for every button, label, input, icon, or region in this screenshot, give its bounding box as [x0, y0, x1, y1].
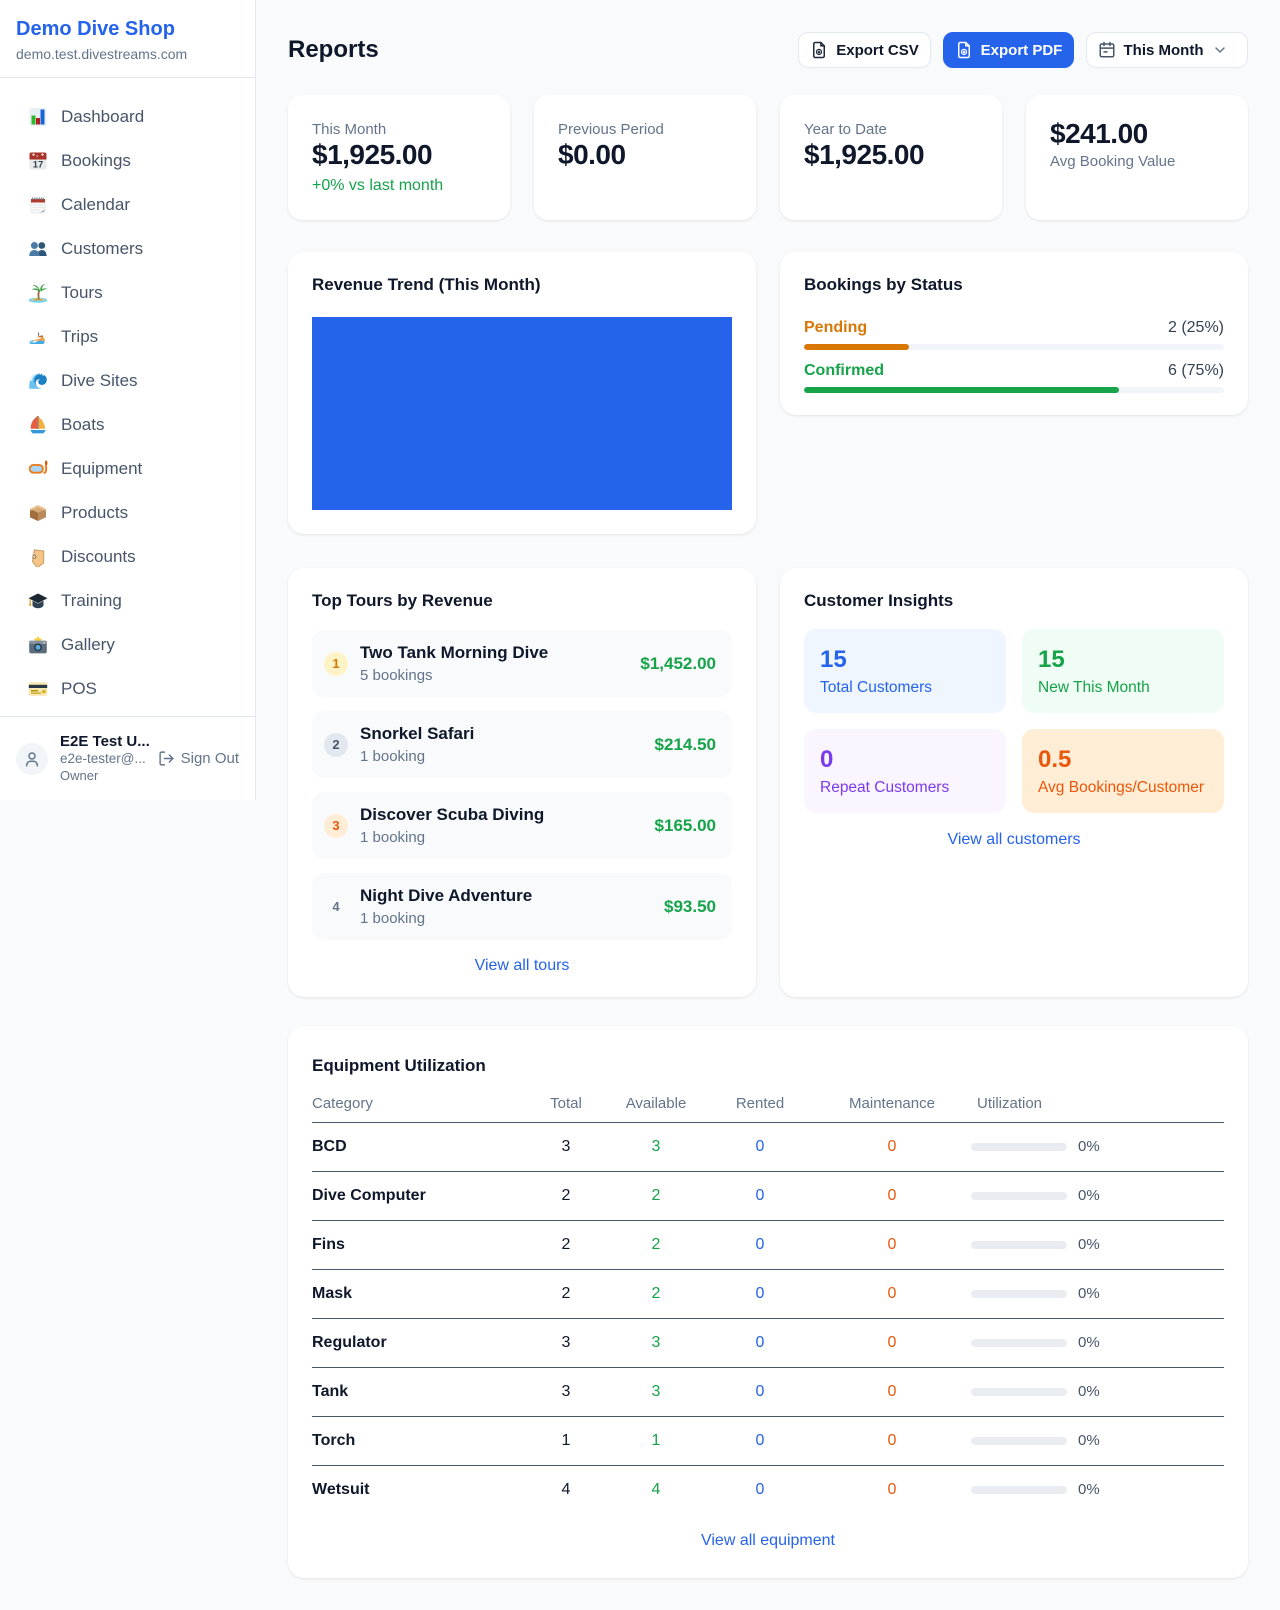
- svg-text:17: 17: [33, 160, 44, 171]
